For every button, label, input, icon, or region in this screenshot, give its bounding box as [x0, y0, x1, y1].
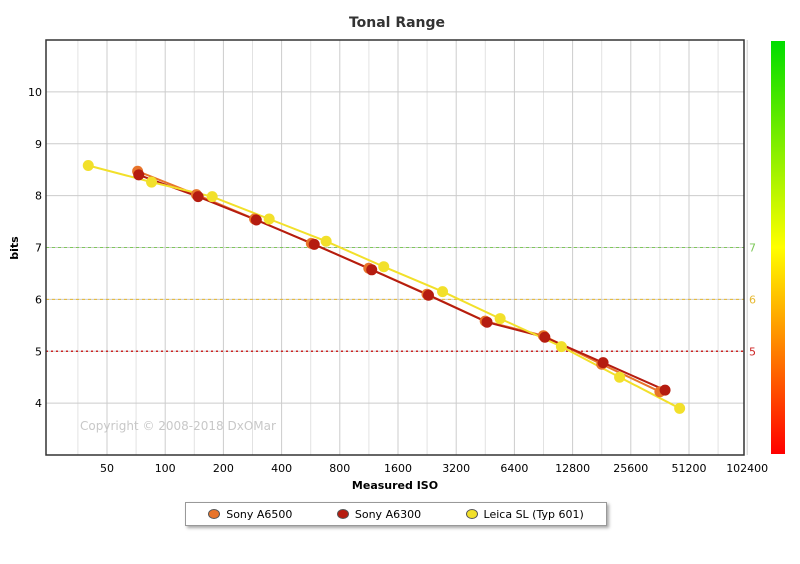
data-point: [263, 213, 275, 225]
x-tick-label: 25600: [613, 462, 648, 475]
x-tick-label: 50: [100, 462, 114, 475]
legend-swatch-icon: [208, 509, 221, 519]
data-point: [366, 264, 378, 276]
data-point: [422, 289, 434, 301]
legend-item[interactable]: Leica SL (Typ 601): [465, 507, 584, 521]
copyright-text: Copyright © 2008-2018 DxOMar: [80, 419, 276, 433]
legend-swatch-icon: [336, 509, 349, 519]
legend-label: Leica SL (Typ 601): [483, 507, 584, 521]
x-tick-label: 800: [329, 462, 350, 475]
data-point: [206, 191, 218, 203]
legend-item[interactable]: Sony A6500: [208, 508, 292, 521]
x-tick-label: 6400: [500, 462, 528, 475]
x-tick-label: 1600: [384, 462, 412, 475]
x-tick-label: 3200: [442, 462, 470, 475]
chart-title: Tonal Range: [349, 15, 445, 31]
legend-label: Sony A6300: [354, 507, 422, 521]
series-line: [88, 164, 681, 410]
legend-label: Sony A6500: [226, 507, 293, 521]
data-point: [539, 331, 551, 343]
y-tick-label: 5: [35, 345, 42, 358]
y-tick-label: 8: [35, 190, 42, 203]
chart-legend: Sony A6500 Sony A6300 Leica SL (Typ 601): [185, 502, 607, 526]
y-axis-ticks: 4 5 6 7 8 9 10: [28, 86, 42, 410]
y-tick-label: 7: [35, 242, 42, 255]
y-tick-label: 9: [35, 138, 42, 151]
data-point: [614, 371, 626, 383]
x-axis-ticks: 50 100 200 400 800 1600 3200 6400 12800 25600 5120…: [100, 462, 768, 475]
data-point: [481, 316, 493, 328]
y-tick-label: 10: [28, 86, 42, 99]
x-tick-label: 51200: [672, 462, 707, 475]
data-point: [250, 214, 262, 226]
series-line: [138, 173, 666, 392]
x-axis-label: Measured ISO: [352, 479, 438, 492]
data-point: [133, 169, 145, 181]
data-point: [146, 176, 158, 188]
data-point: [597, 357, 609, 369]
y-tick-label: 4: [35, 397, 42, 410]
data-point: [82, 160, 94, 172]
x-tick-label: 200: [213, 462, 234, 475]
x-tick-label: 12800: [555, 462, 590, 475]
reference-line-label: 6: [749, 293, 756, 306]
x-tick-label: 102400: [726, 462, 768, 475]
plot-frame: [45, 39, 745, 456]
legend-item[interactable]: Sony A6300: [336, 507, 422, 521]
data-point: [308, 238, 320, 250]
y-tick-label: 6: [35, 293, 42, 306]
x-tick-label: 400: [271, 462, 292, 475]
data-point: [494, 313, 506, 325]
data-point: [378, 261, 390, 273]
data-point: [437, 286, 449, 298]
data-point: [674, 402, 686, 414]
reference-line-label: 5: [749, 345, 756, 358]
reference-line-label: 7: [749, 242, 756, 255]
data-point: [555, 341, 567, 353]
color-scale-bar: [771, 41, 785, 454]
y-axis-label: bits: [8, 236, 21, 260]
data-point: [659, 384, 671, 396]
series-group: [82, 160, 686, 414]
x-tick-label: 100: [155, 462, 176, 475]
data-point: [192, 191, 204, 203]
data-point: [320, 235, 332, 247]
reference-lines: 7 6 5: [46, 242, 756, 358]
legend-swatch-icon: [465, 509, 478, 519]
